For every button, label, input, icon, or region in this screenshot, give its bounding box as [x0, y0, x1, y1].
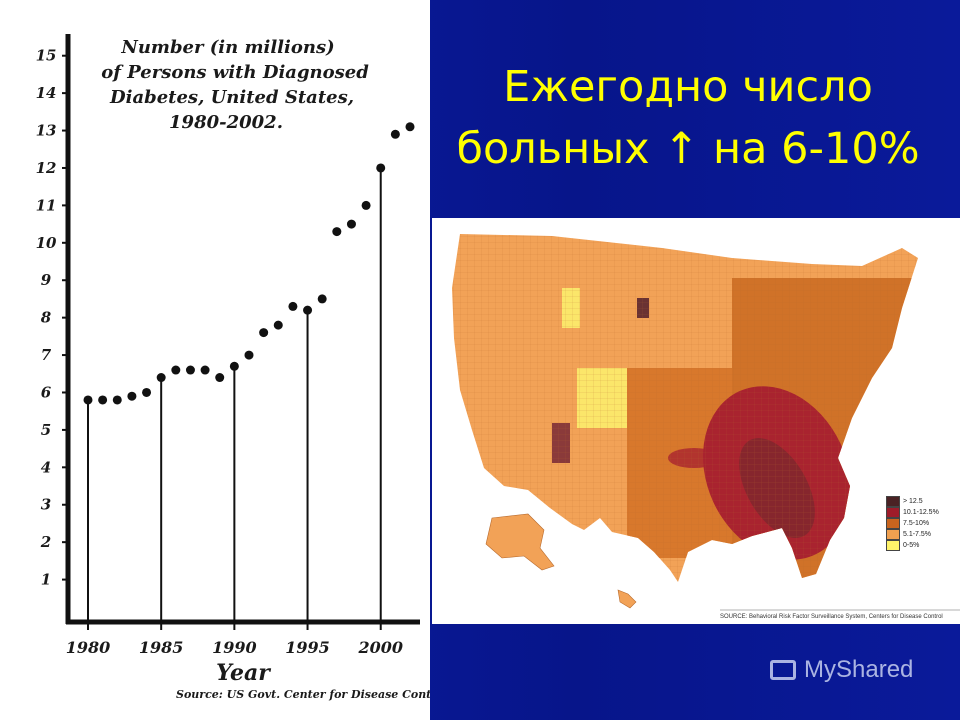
- map-alaska: [485, 513, 555, 571]
- watermark-text: MyShared: [804, 656, 914, 683]
- data-point: [376, 163, 386, 173]
- data-point: [273, 320, 283, 330]
- data-point: [127, 391, 137, 401]
- map-hawaii: [617, 589, 637, 609]
- slide-title: Ежегодно число больных ↑ на 6-10%: [438, 56, 938, 180]
- chart-title: Number (in millions) of Persons with Diag…: [101, 37, 369, 133]
- data-point: [200, 365, 210, 375]
- data-point: [346, 219, 356, 229]
- legend-swatch: [886, 517, 900, 529]
- y-tick-label: 14: [36, 84, 57, 102]
- legend-item: 7.5-10%: [886, 517, 939, 529]
- legend-label: 10.1-12.5%: [903, 508, 939, 516]
- legend-label: 5.1-7.5%: [903, 530, 932, 538]
- x-tick-label: 1980: [66, 638, 111, 657]
- data-point: [303, 305, 313, 315]
- legend-item: 10.1-12.5%: [886, 506, 939, 518]
- legend-swatch: [886, 528, 900, 540]
- data-point: [332, 227, 342, 237]
- y-tick-label: 2: [40, 533, 51, 551]
- map-legend: > 12.5 10.1-12.5% 7.5-10% 5.1-7.5% 0-5%: [886, 495, 939, 551]
- data-point: [112, 395, 122, 405]
- chart-title-line: 1980-2002.: [169, 112, 283, 133]
- legend-item: 0-5%: [886, 539, 939, 551]
- chart-title-line: Diabetes, United States,: [109, 87, 354, 108]
- data-point: [215, 373, 225, 383]
- legend-label: > 12.5: [903, 497, 923, 505]
- data-point: [98, 395, 108, 405]
- data-point: [156, 373, 166, 383]
- data-point: [390, 129, 400, 139]
- chart-title-line: of Persons with Diagnosed: [101, 62, 369, 83]
- y-tick-label: 9: [41, 271, 52, 289]
- slide-title-line2: больных ↑ на 6-10%: [456, 124, 920, 174]
- legend-swatch: [886, 506, 900, 518]
- map-source: SOURCE: Behavioral Risk Factor Surveilla…: [720, 614, 943, 620]
- us-diabetes-map: > 12.5 10.1-12.5% 7.5-10% 5.1-7.5% 0-5% SOUR…: [432, 218, 960, 624]
- chart-title-line: Number (in millions): [120, 37, 334, 58]
- legend-swatch: [886, 539, 900, 551]
- chart-panel: 1 2 3 4 5 6 7 8 9 10 11 12 13 14 15 1980 1985 1990 1995 200…: [0, 0, 430, 720]
- y-tick-label: 6: [41, 383, 52, 401]
- y-tick-label: 4: [41, 458, 51, 476]
- data-point: [259, 328, 269, 338]
- y-tick-label: 1: [41, 571, 51, 589]
- data-point: [229, 361, 239, 371]
- legend-swatch: [886, 495, 900, 507]
- data-point: [361, 200, 371, 210]
- data-point: [405, 122, 415, 132]
- x-tick-label: 1990: [212, 638, 257, 657]
- chart-source: Source: US Govt. Center for Disease Cont…: [176, 688, 430, 701]
- monitor-icon: [770, 660, 796, 680]
- y-tick-label: 12: [36, 159, 57, 177]
- x-axis-label: Year: [216, 660, 271, 686]
- us-map-image: [432, 218, 960, 624]
- y-tick-label: 15: [36, 47, 57, 65]
- legend-label: 0-5%: [903, 541, 920, 549]
- data-point: [142, 387, 152, 397]
- x-tick-label: 1985: [139, 638, 184, 657]
- myshared-watermark: MyShared: [770, 656, 913, 684]
- slide-title-line1: Ежегодно число: [503, 62, 873, 112]
- data-point: [171, 365, 181, 375]
- data-point: [185, 365, 195, 375]
- y-tick-label: 8: [41, 309, 52, 327]
- x-tick-label: 2000: [357, 638, 403, 657]
- x-tick-label: 1995: [285, 638, 330, 657]
- y-tick-label: 7: [41, 346, 52, 364]
- legend-item: 5.1-7.5%: [886, 528, 939, 540]
- data-point: [244, 350, 254, 360]
- legend-label: 7.5-10%: [903, 519, 930, 527]
- y-tick-label: 10: [36, 234, 57, 252]
- data-point: [288, 301, 298, 311]
- y-tick-label: 5: [41, 421, 51, 439]
- legend-item: > 12.5: [886, 495, 939, 507]
- y-tick-label: 13: [36, 122, 57, 140]
- data-point: [83, 395, 93, 405]
- data-point: [317, 294, 327, 304]
- y-tick-label: 11: [36, 196, 57, 214]
- y-tick-label: 3: [41, 496, 51, 514]
